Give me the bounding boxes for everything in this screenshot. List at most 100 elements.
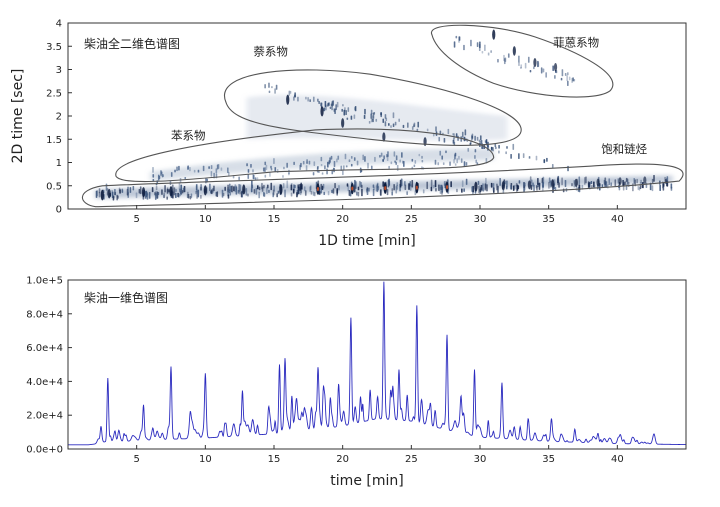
heatmap-streak xyxy=(329,106,332,109)
heatmap-streak xyxy=(175,192,177,198)
heatmap-streak xyxy=(455,35,458,39)
heatmap-streak xyxy=(164,185,166,193)
heatmap-streak xyxy=(396,165,399,171)
heatmap-streak xyxy=(268,189,270,194)
heatmap-streak xyxy=(252,174,255,180)
heatmap-streak xyxy=(536,185,538,191)
heatmap-streak xyxy=(270,168,273,171)
heatmap-streak xyxy=(566,75,568,82)
heatmap-streak xyxy=(300,182,303,190)
y-tick-label: 2 xyxy=(56,112,62,123)
heatmap-streak xyxy=(290,192,293,197)
heatmap-streak xyxy=(282,183,285,189)
heatmap-streak xyxy=(486,184,488,192)
heatmap-streak xyxy=(552,65,554,71)
naphthalene-band-cloud xyxy=(246,94,508,141)
heatmap-spot xyxy=(100,189,104,201)
heatmap-streak xyxy=(310,190,313,195)
heatmap-streak xyxy=(396,184,398,190)
heatmap-streak xyxy=(262,167,265,172)
heatmap-streak xyxy=(318,170,320,173)
heatmap-spot xyxy=(512,46,516,56)
heatmap-streak xyxy=(324,101,327,107)
heatmap-streak xyxy=(288,172,290,176)
heatmap-streak xyxy=(380,152,383,157)
heatmap-streak xyxy=(453,141,456,146)
heatmap-streak xyxy=(266,187,268,195)
heatmap-streak xyxy=(323,107,326,112)
heatmap-streak xyxy=(566,72,569,76)
heatmap-spot xyxy=(574,178,578,188)
heatmap-streak xyxy=(453,41,456,48)
heatmap-streak xyxy=(497,185,499,193)
heatmap-streak xyxy=(233,186,235,192)
chromatogram-title: 柴油一维色谱图 xyxy=(84,291,168,305)
heatmap-streak xyxy=(321,172,324,175)
heatmap-streak xyxy=(228,183,231,192)
heatmap-streak xyxy=(216,191,219,197)
heatmap-streak xyxy=(474,149,477,153)
heatmap-streak xyxy=(564,179,567,188)
heatmap-streak xyxy=(235,186,238,195)
heatmap-streak xyxy=(403,161,405,167)
x-tick-label: 10 xyxy=(199,214,212,225)
heatmap-streak xyxy=(388,178,390,186)
heatmap-streak xyxy=(626,179,629,187)
heatmap-streak xyxy=(361,188,363,197)
heatmap-streak xyxy=(394,121,397,126)
heatmap-streak xyxy=(463,161,466,167)
heatmap-streak xyxy=(384,114,387,119)
gc-chromatogram-panel: 5 10 15 20 25 30 35 40 0.0e+0 2.0e+4 4.0e+4 6.0e+4 8… xyxy=(26,276,687,489)
region-benzenes-outline xyxy=(115,128,495,183)
heatmap-streak xyxy=(401,152,403,158)
heatmap-streak xyxy=(335,104,337,111)
heatmap-streak xyxy=(533,184,535,192)
heatmap-streak xyxy=(353,114,356,119)
heatmap-streak xyxy=(348,159,351,163)
heatmap-streak xyxy=(564,73,567,76)
heatmap-streak xyxy=(506,180,508,188)
heatmap-streak xyxy=(430,186,433,192)
heatmap-streak xyxy=(343,165,345,170)
chromatogram-frame xyxy=(67,279,687,450)
heatmap-streak xyxy=(359,180,361,187)
heatmap-streak xyxy=(567,80,569,86)
heatmap-streak xyxy=(479,188,481,194)
y-tick-label: 0.0e+0 xyxy=(26,445,63,456)
heatmap-streak xyxy=(152,166,154,173)
heatmap-streak xyxy=(379,155,381,158)
heatmap-streak xyxy=(200,186,202,191)
heatmap-streak xyxy=(393,151,396,157)
y-tick-label: 3.5 xyxy=(46,42,62,53)
heatmap-streak xyxy=(347,107,350,112)
heatmap-streak xyxy=(452,133,454,136)
heatmap-streak xyxy=(364,156,366,162)
heatmap-streak xyxy=(277,190,280,194)
heatmap-streak xyxy=(166,196,169,200)
heatmap-streak xyxy=(477,180,480,185)
heatmap-streak xyxy=(158,175,161,180)
heatmap-streak xyxy=(558,182,560,188)
heatmap-streak xyxy=(252,169,254,173)
heatmap-streak xyxy=(261,182,263,190)
heatmap-streak xyxy=(510,154,512,159)
heatmap-streak xyxy=(173,187,176,196)
heatmap-streak xyxy=(384,121,387,127)
heatmap-streak xyxy=(407,122,409,128)
heatmap-streak xyxy=(270,165,272,169)
heatmap-streak xyxy=(485,177,487,185)
heatmap-streak xyxy=(313,161,316,166)
heatmap-streak xyxy=(439,150,442,156)
heatmap-streak xyxy=(391,191,393,196)
heatmap-streak xyxy=(251,180,253,189)
heatmap-streak xyxy=(507,53,510,58)
heatmap-streak xyxy=(370,118,373,123)
heatmap-streak xyxy=(482,183,484,192)
heatmap-streak xyxy=(479,41,481,49)
heatmap-streak xyxy=(371,115,374,121)
heatmap-streak xyxy=(561,177,563,186)
heatmap-streak xyxy=(458,36,461,41)
heatmap-streak xyxy=(524,62,527,69)
heatmap-streak xyxy=(666,176,669,183)
heatmap-streak xyxy=(154,193,157,200)
